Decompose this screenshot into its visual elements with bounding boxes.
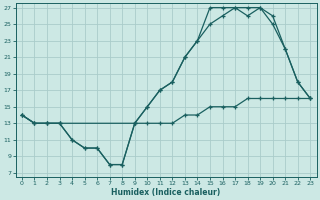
X-axis label: Humidex (Indice chaleur): Humidex (Indice chaleur) [111, 188, 221, 197]
